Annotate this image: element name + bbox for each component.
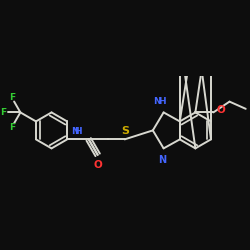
- Text: H: H: [158, 97, 166, 106]
- Text: N: N: [158, 155, 166, 165]
- Text: F: F: [9, 122, 15, 132]
- Text: O: O: [216, 104, 225, 115]
- Text: F: F: [9, 93, 15, 102]
- Text: S: S: [121, 126, 129, 136]
- Text: F: F: [0, 108, 6, 117]
- Text: N: N: [72, 127, 79, 136]
- Text: H: H: [74, 127, 82, 136]
- Text: O: O: [93, 160, 102, 170]
- Text: N: N: [153, 97, 161, 106]
